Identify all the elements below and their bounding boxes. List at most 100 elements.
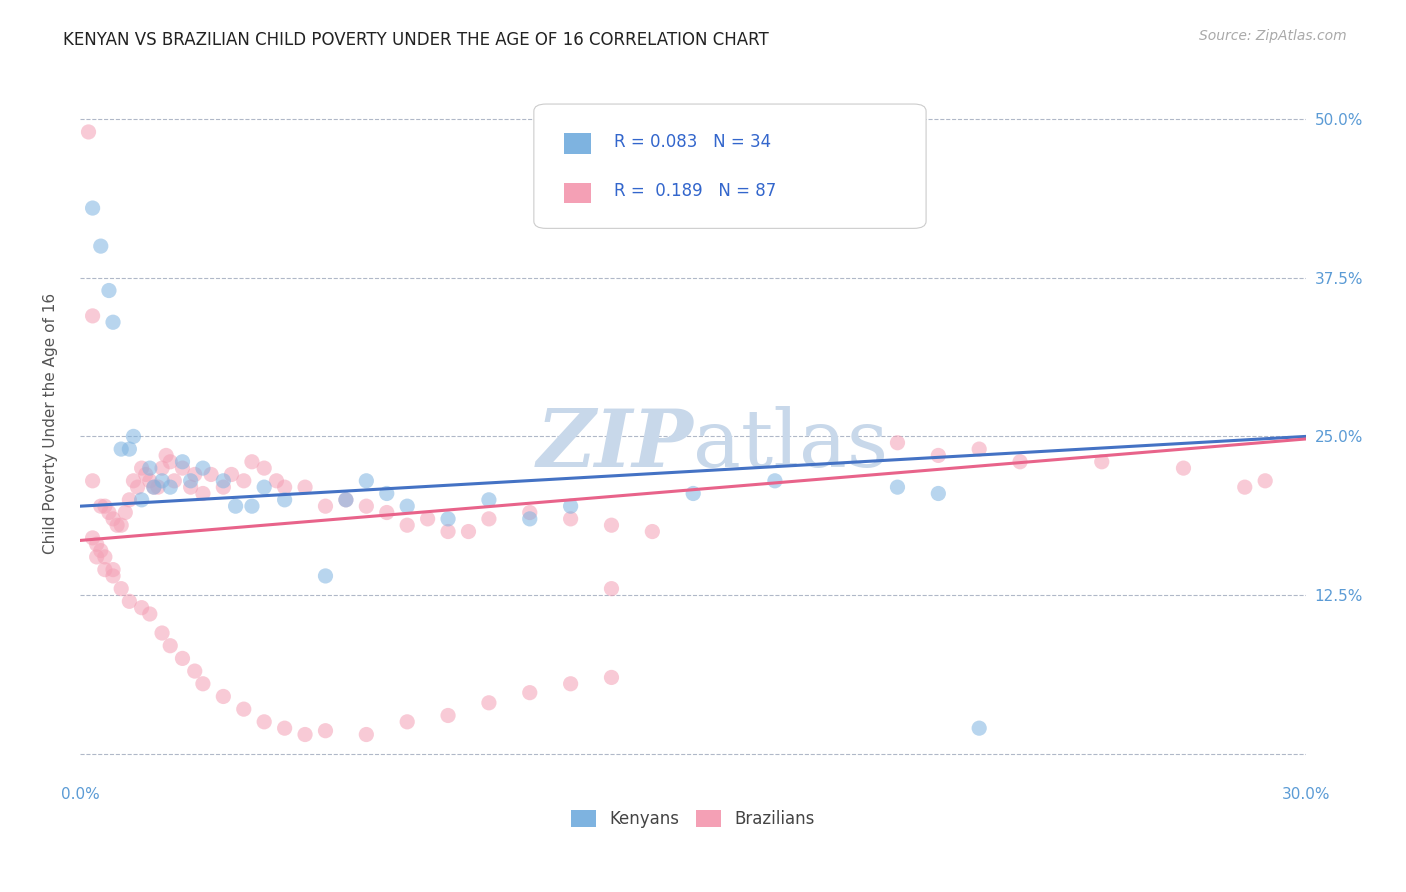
- Point: [600, 582, 623, 596]
- Point: [437, 512, 460, 526]
- Point: [478, 492, 501, 507]
- Point: [191, 677, 214, 691]
- Point: [105, 518, 128, 533]
- Point: [101, 563, 124, 577]
- Point: [253, 461, 276, 475]
- Point: [273, 480, 295, 494]
- Point: [118, 594, 141, 608]
- Point: [375, 506, 398, 520]
- FancyBboxPatch shape: [564, 134, 592, 153]
- Point: [335, 492, 357, 507]
- Point: [150, 626, 173, 640]
- Point: [142, 480, 165, 494]
- Point: [139, 474, 162, 488]
- Point: [90, 499, 112, 513]
- Point: [127, 480, 149, 494]
- Point: [110, 582, 132, 596]
- Point: [150, 474, 173, 488]
- Point: [600, 670, 623, 684]
- Point: [172, 651, 194, 665]
- Point: [1233, 480, 1256, 494]
- Point: [221, 467, 243, 482]
- Point: [131, 492, 153, 507]
- FancyBboxPatch shape: [564, 183, 592, 203]
- Point: [159, 639, 181, 653]
- Point: [184, 664, 207, 678]
- Point: [159, 480, 181, 494]
- Point: [82, 531, 104, 545]
- Text: R = 0.083   N = 34: R = 0.083 N = 34: [613, 133, 770, 151]
- Point: [212, 474, 235, 488]
- Point: [356, 474, 378, 488]
- Point: [396, 499, 419, 513]
- FancyBboxPatch shape: [534, 104, 927, 228]
- Point: [131, 461, 153, 475]
- Text: atlas: atlas: [693, 406, 889, 484]
- Point: [212, 480, 235, 494]
- Point: [155, 449, 177, 463]
- Point: [94, 499, 117, 513]
- Text: ZIP: ZIP: [536, 406, 693, 483]
- Point: [110, 442, 132, 456]
- Point: [142, 480, 165, 494]
- Point: [200, 467, 222, 482]
- Point: [314, 499, 336, 513]
- Point: [118, 442, 141, 456]
- Point: [94, 549, 117, 564]
- Point: [356, 499, 378, 513]
- Point: [396, 518, 419, 533]
- Point: [927, 449, 949, 463]
- Point: [135, 467, 157, 482]
- Point: [90, 239, 112, 253]
- Point: [600, 518, 623, 533]
- Point: [519, 686, 541, 700]
- Point: [159, 455, 181, 469]
- Point: [314, 569, 336, 583]
- Point: [253, 480, 276, 494]
- Point: [86, 549, 108, 564]
- Point: [1008, 455, 1031, 469]
- Point: [457, 524, 479, 539]
- Point: [180, 480, 202, 494]
- Point: [90, 543, 112, 558]
- Point: [191, 486, 214, 500]
- Point: [375, 486, 398, 500]
- Point: [101, 512, 124, 526]
- Point: [131, 600, 153, 615]
- Point: [294, 480, 316, 494]
- Point: [118, 492, 141, 507]
- Point: [1091, 455, 1114, 469]
- Point: [82, 201, 104, 215]
- Point: [163, 474, 186, 488]
- Point: [253, 714, 276, 729]
- Point: [86, 537, 108, 551]
- Point: [146, 480, 169, 494]
- Point: [416, 512, 439, 526]
- Point: [114, 506, 136, 520]
- Point: [240, 455, 263, 469]
- Point: [101, 569, 124, 583]
- Point: [232, 702, 254, 716]
- Text: Source: ZipAtlas.com: Source: ZipAtlas.com: [1199, 29, 1347, 43]
- Point: [682, 486, 704, 500]
- Point: [139, 461, 162, 475]
- Point: [273, 492, 295, 507]
- Point: [184, 467, 207, 482]
- Point: [97, 506, 120, 520]
- Point: [180, 474, 202, 488]
- Point: [101, 315, 124, 329]
- Point: [886, 435, 908, 450]
- Point: [560, 512, 582, 526]
- Point: [240, 499, 263, 513]
- Point: [478, 696, 501, 710]
- Point: [1173, 461, 1195, 475]
- Point: [266, 474, 288, 488]
- Legend: Kenyans, Brazilians: Kenyans, Brazilians: [565, 803, 821, 835]
- Point: [172, 455, 194, 469]
- Point: [763, 474, 786, 488]
- Text: KENYAN VS BRAZILIAN CHILD POVERTY UNDER THE AGE OF 16 CORRELATION CHART: KENYAN VS BRAZILIAN CHILD POVERTY UNDER …: [63, 31, 769, 49]
- Point: [314, 723, 336, 738]
- Point: [478, 512, 501, 526]
- Point: [396, 714, 419, 729]
- Point: [212, 690, 235, 704]
